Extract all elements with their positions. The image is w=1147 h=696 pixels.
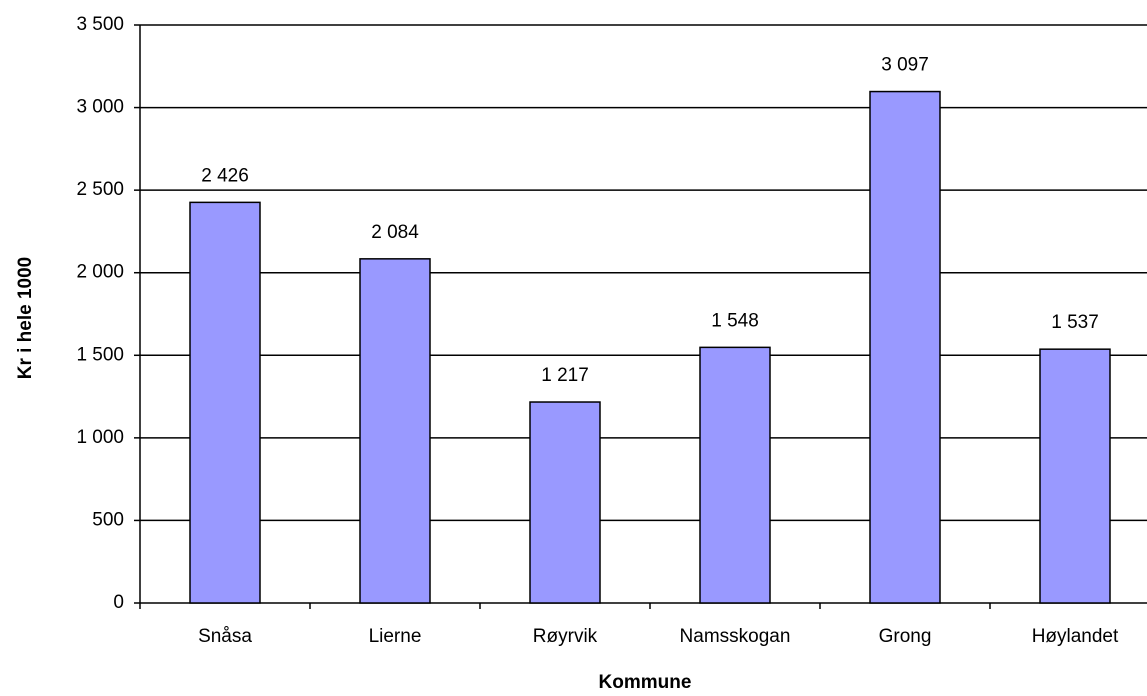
y-axis-title: Kr i hele 1000 <box>15 257 36 380</box>
bar <box>699 346 771 604</box>
data-label: 2 084 <box>371 222 419 243</box>
y-tick-label: 3 500 <box>76 14 124 35</box>
y-tick-label: 2 000 <box>76 262 124 283</box>
data-label: 1 217 <box>541 365 589 386</box>
y-tick-label: 1 500 <box>76 344 124 365</box>
y-tick-label: 500 <box>92 509 124 530</box>
y-tick-label: 3 000 <box>76 97 124 118</box>
x-tick-label: Snåsa <box>198 626 252 647</box>
bar <box>1039 348 1111 604</box>
data-label: 3 097 <box>881 55 929 76</box>
bar <box>359 258 431 604</box>
x-tick-label: Høylandet <box>1032 626 1119 647</box>
data-label: 2 426 <box>201 165 249 186</box>
bar <box>869 90 941 604</box>
x-tick-label: Røyrvik <box>533 626 598 647</box>
x-tick-label: Namsskogan <box>680 626 791 647</box>
y-tick-label: 0 <box>113 592 124 613</box>
y-tick-label: 1 000 <box>76 427 124 448</box>
x-axis-title: Kommune <box>599 672 692 693</box>
bar <box>189 201 261 604</box>
x-tick-label: Grong <box>879 626 932 647</box>
data-label: 1 537 <box>1051 312 1099 333</box>
data-label: 1 548 <box>711 310 759 331</box>
bar <box>529 401 601 604</box>
y-tick-label: 2 500 <box>76 179 124 200</box>
x-tick-label: Lierne <box>369 626 422 647</box>
